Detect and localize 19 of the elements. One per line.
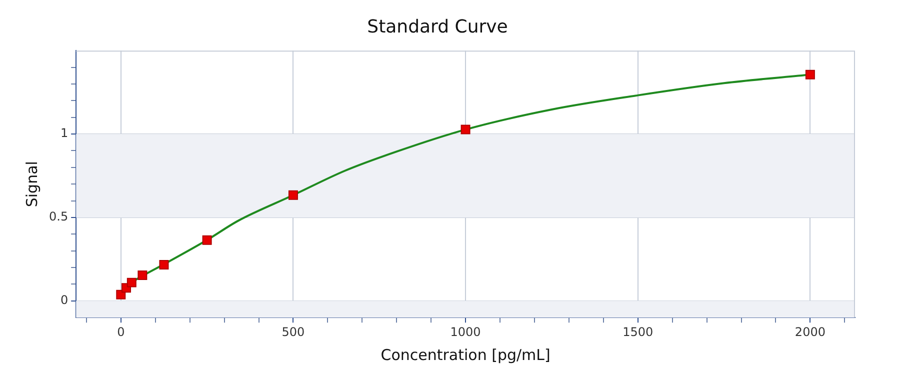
point [138, 270, 148, 280]
x-axis-title: Concentration [pg/mL] [380, 346, 550, 364]
x-tick-label: 500 [282, 324, 305, 339]
x-tick-label: 1500 [622, 324, 654, 339]
point [159, 260, 169, 270]
point [126, 278, 136, 288]
chart-title: Standard Curve [367, 16, 508, 38]
x-tick-label: 2000 [794, 324, 826, 339]
point [460, 124, 470, 134]
point [202, 235, 212, 245]
y-axis-title: Signal [22, 161, 41, 208]
x-tick-label: 0 [117, 324, 125, 339]
y-tick-label: 0 [60, 293, 68, 308]
x-tick-label: 1000 [450, 324, 481, 339]
point [805, 70, 815, 80]
y-tick-label: 1 [60, 126, 68, 140]
point [116, 290, 126, 300]
y-tick-label: 0.5 [48, 210, 68, 224]
point [288, 190, 298, 200]
